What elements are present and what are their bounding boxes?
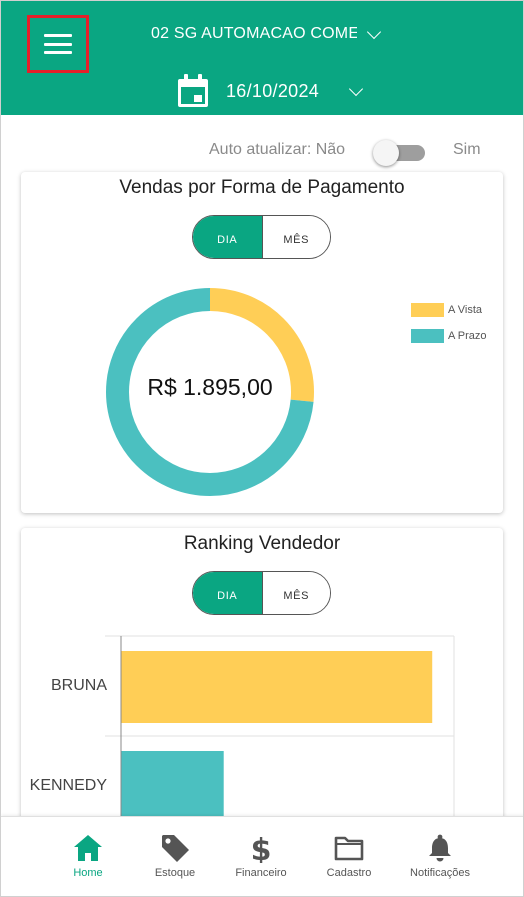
payment-legend: A Vista A Prazo (411, 297, 487, 349)
nav-cadastro[interactable]: Cadastro (304, 817, 394, 896)
donut-slice-a-prazo (106, 288, 314, 496)
home-icon (74, 835, 102, 861)
ranking-bar-bruna (121, 651, 433, 723)
ranking-tab-month[interactable]: MÊS (261, 572, 330, 614)
date-selector[interactable]: 16/10/2024 (177, 73, 367, 109)
legend-item: A Prazo (411, 323, 487, 349)
app-header: 02 SG AUTOMACAO COMERCIAL 16/10/2024 (1, 1, 523, 115)
nav-label: Financeiro (235, 867, 287, 879)
selected-date: 16/10/2024 (226, 80, 320, 101)
ranking-category-label: BRUNA (50, 677, 107, 694)
nav-label: Cadastro (326, 867, 372, 879)
ranking-bars-svg (105, 635, 455, 828)
auto-refresh-yes-label: Sim (453, 141, 481, 158)
auto-refresh-row: Auto atualizar: Não Sim (1, 135, 523, 166)
ranking-bar-chart: BRUNA KENNEDY (21, 628, 503, 828)
nav-label: Home (73, 867, 103, 879)
store-selector[interactable]: 02 SG AUTOMACAO COMERCIAL (151, 23, 391, 45)
auto-refresh-toggle[interactable] (373, 139, 427, 166)
legend-label: A Vista (448, 304, 483, 316)
ranking-tab-day[interactable]: DIA (193, 572, 262, 614)
legend-label: A Prazo (448, 330, 487, 342)
nav-home[interactable]: Home (43, 817, 133, 896)
payment-method-card: Vendas por Forma de Pagamento DIA MÊS R$… (21, 172, 503, 513)
nav-estoque[interactable]: Estoque (130, 817, 220, 896)
chevron-down-icon (349, 81, 364, 96)
ranking-bar-kennedy (121, 751, 224, 823)
payment-tab-day[interactable]: DIA (193, 216, 262, 258)
payment-tab-month[interactable]: MÊS (261, 216, 330, 258)
nav-label: Estoque (154, 867, 196, 879)
ranking-category-label: KENNEDY (29, 777, 107, 794)
nav-financeiro[interactable]: $ Financeiro (216, 817, 306, 896)
chevron-down-icon (366, 24, 382, 39)
payment-total: R$ 1.895,00 (147, 374, 273, 400)
payment-card-title: Vendas por Forma de Pagamento (119, 177, 405, 198)
dollar-icon: $ (251, 833, 272, 863)
ranking-card-title: Ranking Vendedor (183, 533, 341, 554)
legend-swatch (411, 329, 444, 343)
bottom-navigation: Home Estoque $ Financeiro Cadastro (1, 816, 523, 896)
payment-period-toggle: DIA MÊS (192, 215, 331, 259)
store-name: 02 SG AUTOMACAO COMERCIAL (151, 25, 357, 42)
svg-text:$: $ (251, 833, 272, 863)
ranking-period-toggle: DIA MÊS (192, 571, 331, 615)
menu-icon (44, 34, 72, 54)
payment-donut-chart (106, 288, 314, 496)
hamburger-menu-button[interactable] (27, 15, 89, 73)
nav-notificacoes[interactable]: Notificações (395, 817, 485, 896)
legend-item: A Vista (411, 297, 487, 323)
legend-swatch (411, 303, 444, 317)
toggle-knob (373, 140, 399, 166)
bell-icon (429, 834, 451, 862)
folder-icon (334, 836, 364, 861)
seller-ranking-card: Ranking Vendedor DIA MÊS BRUNA KENNEDY (21, 528, 503, 828)
tag-icon (162, 835, 189, 862)
nav-label: Notificações (410, 867, 470, 879)
auto-refresh-label: Auto atualizar: Não (209, 141, 346, 158)
calendar-icon (177, 74, 209, 108)
